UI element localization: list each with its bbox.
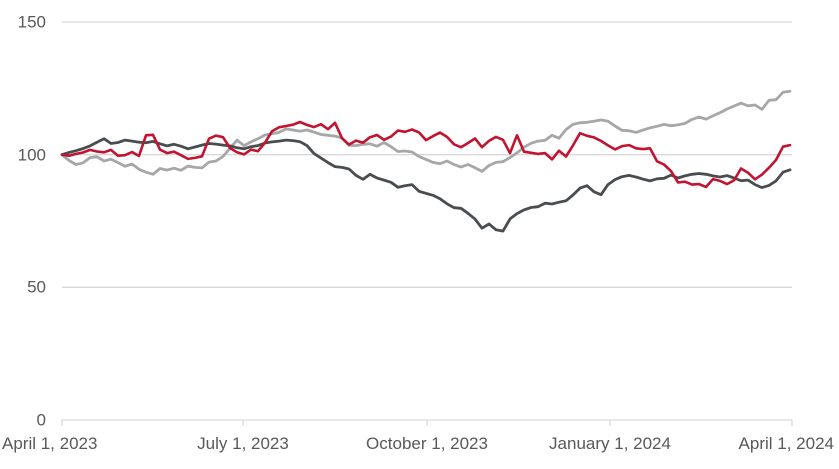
x-axis-ticks [61, 420, 793, 426]
y-tick-label-50: 50 [27, 277, 46, 297]
y-tick-label-150: 150 [17, 12, 46, 32]
x-tick-label-jan2024: January 1, 2024 [549, 434, 671, 453]
x-tick-label-jul2023: July 1, 2023 [197, 434, 289, 453]
x-tick-label-oct2023: October 1, 2023 [366, 434, 488, 453]
gridlines [62, 21, 792, 421]
dark-gray-series-line [60, 137, 792, 233]
light-gray-series-line [60, 89, 792, 176]
y-tick-label-0: 0 [36, 410, 46, 430]
x-tick-label-apr2023: April 1, 2023 [2, 434, 98, 453]
y-tick-label-100: 100 [17, 145, 46, 165]
red-series-line [60, 120, 792, 189]
x-tick-label-apr2024: April 1, 2024 [738, 434, 834, 453]
